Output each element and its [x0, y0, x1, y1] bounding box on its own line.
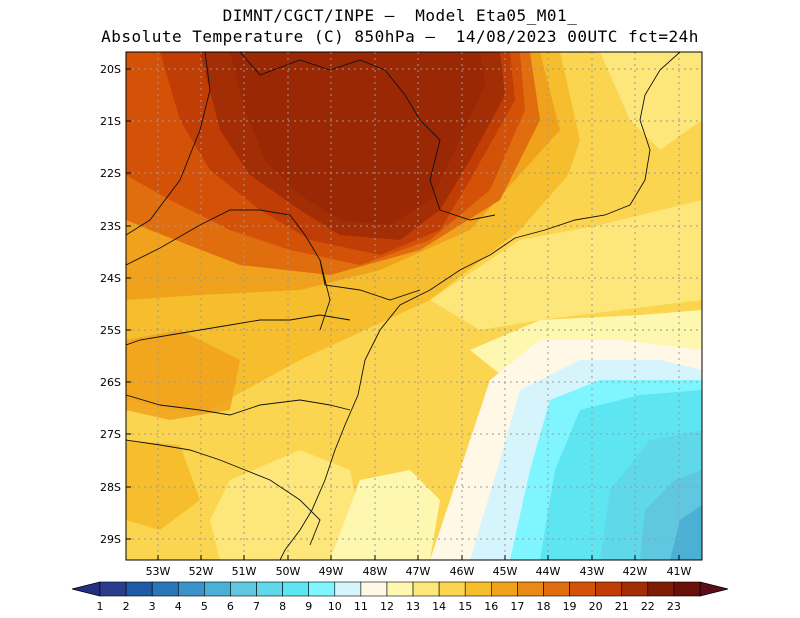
colorbar-label: 22 [641, 600, 655, 613]
colorbar-swatch [673, 581, 701, 597]
borders [126, 52, 681, 560]
colorbar-right-arrow [699, 581, 729, 597]
lat-label: 28S [100, 481, 121, 494]
colorbar-swatch [647, 581, 675, 597]
colorbar-label: 5 [201, 600, 208, 613]
title-line-2: Absolute Temperature (C) 850hPa – 14/08/… [101, 27, 699, 46]
colorbar: 1 2 3 4 5 6 7 8 9 10 11 12 13 14 15 16 17 18 19 20 21 22 23 [71, 581, 729, 613]
lat-labels: 20S 21S 22S 23S 24S 25S 26S 27S 28S 29S [100, 63, 121, 546]
lon-label: 47W [406, 565, 431, 578]
lon-label: 53W [146, 565, 171, 578]
map-frame [125, 51, 703, 561]
colorbar-label: 6 [227, 600, 234, 613]
colorbar-swatch [282, 581, 309, 597]
colorbar-swatch [99, 581, 127, 597]
lon-label: 41W [667, 565, 692, 578]
colorbar-label: 4 [175, 600, 182, 613]
graticule [126, 52, 702, 560]
colorbar-swatch [204, 581, 231, 597]
lon-label: 46W [450, 565, 475, 578]
colorbar-swatch [491, 581, 518, 597]
lat-label: 29S [100, 533, 121, 546]
lon-label: 43W [580, 565, 605, 578]
colorbar-label: 11 [354, 600, 368, 613]
colorbar-label: 7 [253, 600, 260, 613]
lon-label: 52W [189, 565, 214, 578]
colorbar-swatch [595, 581, 623, 597]
colorbar-swatch [256, 581, 283, 597]
colorbar-label: 10 [328, 600, 342, 613]
colorbar-label: 21 [615, 600, 629, 613]
title-line-1: DIMNT/CGCT/INPE – Model Eta05_M01_ [222, 6, 578, 25]
colorbar-label: 14 [432, 600, 446, 613]
colorbar-swatch [151, 581, 179, 597]
colorbar-label: 9 [305, 600, 312, 613]
lat-label: 24S [100, 272, 121, 285]
lon-label: 51W [232, 565, 257, 578]
colorbar-swatch [230, 581, 257, 597]
lat-label: 21S [100, 115, 121, 128]
colorbar-swatch [517, 581, 544, 597]
colorbar-label: 8 [279, 600, 286, 613]
lat-label: 23S [100, 220, 121, 233]
lat-label: 22S [100, 167, 121, 180]
lon-label: 48W [363, 565, 388, 578]
colorbar-swatch [360, 581, 388, 597]
colorbar-label: 20 [589, 600, 603, 613]
colorbar-label: 17 [510, 600, 524, 613]
lat-label: 25S [100, 324, 121, 337]
lon-label: 50W [276, 565, 301, 578]
lon-labels: 53W 52W 51W 50W 49W 48W 47W 46W 45W 44W … [146, 565, 692, 578]
colorbar-swatch [621, 581, 649, 597]
lon-label: 44W [536, 565, 561, 578]
colorbar-label: 2 [123, 600, 130, 613]
colorbar-left-arrow [71, 581, 101, 597]
colorbar-label: 15 [458, 600, 472, 613]
colorbar-swatch [386, 581, 414, 597]
lon-label: 42W [623, 565, 648, 578]
colorbar-label: 23 [667, 600, 681, 613]
lon-label: 49W [319, 565, 344, 578]
colorbar-label: 18 [536, 600, 550, 613]
colorbar-label: 19 [563, 600, 577, 613]
colorbar-label: 3 [149, 600, 156, 613]
colorbar-label: 16 [484, 600, 498, 613]
colorbar-label: 12 [380, 600, 394, 613]
lat-label: 26S [100, 376, 121, 389]
colorbar-swatch [438, 581, 466, 597]
colorbar-swatch [543, 581, 570, 597]
colorbar-label: 1 [97, 600, 104, 613]
colorbar-swatch [412, 581, 440, 597]
lat-label: 27S [100, 428, 121, 441]
colorbar-swatch [334, 581, 362, 597]
colorbar-swatch [177, 581, 205, 597]
colorbar-swatch [308, 581, 336, 597]
colorbar-label: 13 [406, 600, 420, 613]
lat-label: 20S [100, 63, 121, 76]
temperature-field [126, 52, 702, 560]
colorbar-swatch [464, 581, 492, 597]
lon-label: 45W [493, 565, 518, 578]
colorbar-swatch [569, 581, 596, 597]
axis-ticks [126, 68, 680, 560]
colorbar-swatch [125, 581, 153, 597]
